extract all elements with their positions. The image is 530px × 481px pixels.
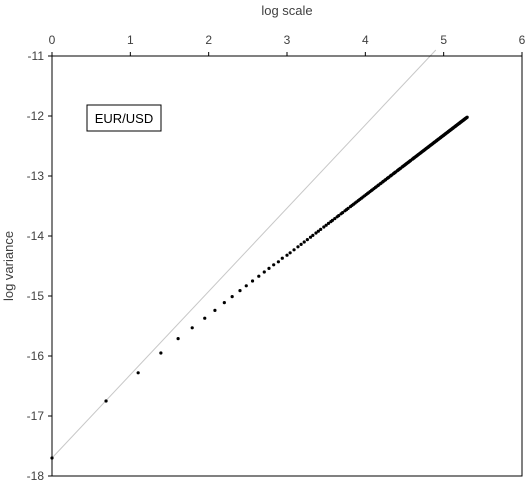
x-tick-label: 6	[519, 33, 526, 47]
data-point	[213, 308, 217, 312]
data-point	[305, 238, 309, 242]
data-point	[337, 214, 341, 218]
data-point	[308, 235, 313, 239]
data-point	[159, 351, 163, 355]
data-point	[285, 253, 289, 257]
legend-border	[86, 104, 162, 132]
data-point	[302, 240, 306, 244]
data-point	[250, 279, 255, 283]
legend-box: EUR/USD	[86, 104, 162, 132]
legend-label: EUR/USD	[95, 111, 154, 126]
data-point	[222, 301, 226, 305]
y-axis-title: log variance	[1, 231, 16, 301]
y-tick-label: -17	[27, 409, 45, 423]
data-point	[314, 231, 318, 235]
y-tick-label: -16	[27, 349, 45, 363]
data-point	[136, 371, 140, 375]
data-point	[190, 326, 194, 330]
data-point	[244, 284, 248, 288]
data-point	[238, 289, 242, 293]
data-point	[311, 233, 315, 237]
points-layer	[50, 115, 469, 460]
data-point	[333, 217, 337, 221]
data-point	[272, 263, 276, 267]
x-tick-label: 3	[284, 33, 291, 47]
data-point	[324, 223, 328, 227]
data-point	[288, 251, 292, 255]
data-point	[330, 218, 335, 222]
x-tick-label: 0	[49, 33, 56, 47]
data-point	[296, 245, 300, 249]
data-point	[267, 266, 271, 270]
data-point	[176, 337, 180, 341]
data-point	[319, 227, 323, 231]
data-point	[280, 256, 284, 260]
plot-frame	[51, 55, 523, 477]
ticks-layer: 0 1 2 3 4 5 6 -11 -12 -13 -14 -15 -16 -17 -18	[27, 33, 526, 481]
data-point	[341, 211, 345, 215]
y-tick-label: -11	[28, 49, 45, 63]
data-point	[292, 248, 296, 252]
data-point	[104, 399, 108, 403]
y-tick-label: -18	[27, 469, 45, 481]
x-tick-label: 5	[440, 33, 447, 47]
data-point	[230, 295, 234, 299]
data-point	[257, 274, 261, 278]
y-tick-label: -13	[27, 169, 45, 183]
reference-line-layer	[51, 49, 437, 459]
x-tick-label: 1	[127, 33, 134, 47]
y-tick-label: -14	[27, 229, 45, 243]
y-tick-label: -15	[27, 289, 45, 303]
data-point	[322, 225, 326, 229]
y-tick-label: -12	[27, 109, 45, 123]
data-point	[276, 260, 280, 264]
x-axis-title: log scale	[261, 3, 312, 18]
data-point	[299, 242, 303, 246]
reference-line	[51, 49, 437, 459]
data-point	[326, 221, 331, 225]
data-point	[262, 270, 266, 274]
x-tick-label: 4	[362, 33, 369, 47]
data-point	[465, 115, 469, 119]
data-point	[203, 316, 207, 320]
data-point	[346, 206, 350, 210]
data-point	[316, 229, 320, 233]
x-tick-label: 2	[205, 33, 212, 47]
